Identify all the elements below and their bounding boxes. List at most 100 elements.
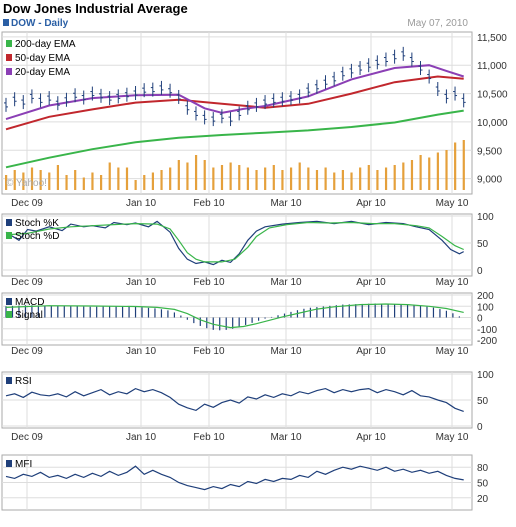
panel-3-legend-label-0: RSI: [15, 376, 32, 387]
panel-4-ytick-label-0: 20: [477, 494, 489, 505]
volume-bar: [359, 167, 362, 190]
volume-bar: [5, 175, 8, 190]
panel-4-ytick-label-1: 50: [477, 479, 489, 490]
volume-bar: [436, 152, 439, 190]
panel-0-ytick-label-5: 11,500: [477, 33, 507, 44]
volume-bar: [376, 170, 379, 190]
volume-bar: [402, 162, 405, 190]
panel-3-xtick-label-0: Dec 09: [11, 432, 43, 443]
panel-0-xtick-label-5: May 10: [436, 198, 469, 209]
legend-swatch-1: [6, 54, 12, 61]
legend-swatch-0: [6, 40, 12, 47]
volume-bar: [246, 167, 249, 190]
macd-legend-swatch-0: [6, 298, 12, 305]
legend-label-2: 20-day EMA: [15, 67, 70, 78]
panel-2-ytick-label-2: 0: [477, 314, 483, 325]
panel-1-xtick-label-0: Dec 09: [11, 277, 43, 288]
volume-bar: [186, 162, 189, 190]
volume-bar: [264, 167, 267, 190]
volume-bar: [324, 167, 327, 190]
volume-bar: [238, 165, 241, 190]
panel-0-xtick-label-0: Dec 09: [11, 198, 43, 209]
volume-bar: [212, 167, 215, 190]
volume-bar: [108, 162, 111, 190]
volume-bar: [445, 150, 448, 190]
volume-bar: [281, 170, 284, 190]
volume-bar: [82, 177, 85, 190]
panel-1-legend-label-1: Stoch %D: [15, 231, 59, 242]
macd-legend-label-1: Signal: [15, 310, 43, 321]
200-day-ema-line: [5, 109, 464, 169]
volume-bar: [30, 167, 34, 190]
page-title: Dow Jones Industrial Average: [3, 1, 188, 16]
volume-bar: [454, 142, 457, 190]
volume-bar: [341, 170, 344, 190]
macd-legend-label-0: MACD: [15, 297, 44, 308]
panel-3-ytick-label-0: 0: [477, 422, 483, 433]
panel-2-ytick-label-1: -100: [477, 325, 497, 336]
volume-bar: [229, 162, 232, 190]
panel-4-legend-swatch-0: [6, 460, 12, 467]
panel-1-legend-swatch-0: [6, 219, 12, 226]
volume-bar: [151, 172, 155, 190]
panel-3-legend-swatch-0: [6, 377, 12, 384]
legend-label-0: 200-day EMA: [15, 39, 76, 50]
20-day-ema-line: [5, 64, 465, 121]
volume-bar: [350, 172, 353, 190]
volume-bar: [289, 167, 293, 190]
panel-0-xtick-label-3: Mar 10: [270, 198, 302, 209]
panel-2-xtick-label-3: Mar 10: [270, 346, 302, 357]
ticker-text: DOW - Daily: [11, 18, 69, 29]
volume-bar: [56, 165, 60, 190]
panel-3-ytick-label-2: 100: [477, 370, 494, 381]
volume-bar: [194, 155, 198, 190]
panel-1-xtick-label-2: Feb 10: [193, 277, 225, 288]
signal-line: [5, 303, 464, 329]
ticker-marker: [3, 19, 9, 26]
volume-bar: [384, 167, 388, 190]
volume-bar: [65, 175, 68, 190]
panel-0-ytick-label-0: 9,000: [477, 175, 502, 186]
panel-2-xtick-label-5: May 10: [436, 346, 469, 357]
yahoo-watermark: © Yahoo!: [6, 178, 47, 189]
panel-2-xtick-label-4: Apr 10: [356, 346, 386, 357]
rsi-line: [5, 387, 464, 412]
panel-3-xtick-label-4: Apr 10: [356, 432, 386, 443]
volume-bar: [134, 180, 137, 190]
volume-bar: [91, 172, 94, 190]
panel-2-xtick-label-2: Feb 10: [193, 346, 225, 357]
volume-bar: [255, 170, 258, 190]
panel-0-ytick-label-3: 10,500: [477, 90, 508, 101]
volume-bar: [220, 165, 224, 190]
macd-legend-swatch-1: [6, 311, 12, 318]
volume-bar: [272, 165, 275, 190]
stoch-d-line: [5, 221, 464, 263]
panel-2-ytick-label-0: -200: [477, 336, 497, 347]
volume-bar: [48, 172, 51, 190]
mfi-line: [5, 465, 464, 491]
volume-bar: [307, 167, 310, 190]
panel-1-xtick-label-4: Apr 10: [356, 277, 386, 288]
volume-bar: [333, 172, 336, 190]
volume-bar: [125, 167, 129, 190]
legend-swatch-2: [6, 68, 12, 75]
volume-bar: [99, 175, 103, 190]
panel-4-legend-label-0: MFI: [15, 459, 32, 470]
panel-2-ytick-label-4: 200: [477, 291, 494, 302]
volume-bar: [419, 155, 422, 190]
panel-1-legend-swatch-1: [6, 232, 12, 239]
panel-0-ytick-label-4: 11,000: [477, 61, 507, 72]
panel-0-xtick-label-4: Apr 10: [356, 198, 386, 209]
panel-2-xtick-label-1: Jan 10: [126, 346, 156, 357]
panel-3-xtick-label-2: Feb 10: [193, 432, 225, 443]
volume-bar: [74, 170, 77, 190]
legend-label-1: 50-day EMA: [15, 53, 70, 64]
panel-0-xtick-label-1: Jan 10: [126, 198, 156, 209]
panel-3-xtick-label-5: May 10: [436, 432, 469, 443]
volume-bar: [393, 165, 396, 190]
panel-1-ytick-label-2: 100: [477, 212, 494, 223]
volume-bar: [428, 157, 431, 190]
volume-bar: [203, 160, 206, 190]
